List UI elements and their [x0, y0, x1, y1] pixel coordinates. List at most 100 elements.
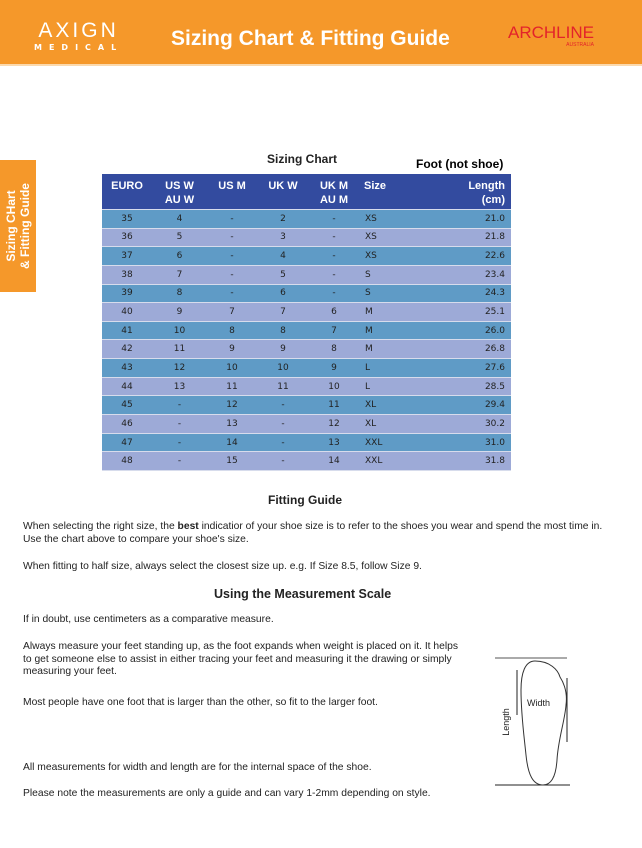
cell-us-w: 4 [176, 213, 183, 224]
cell-us-w: 6 [176, 251, 183, 262]
cell-euro: 46 [121, 418, 133, 429]
cell-us-m: 9 [229, 344, 235, 355]
column-header-uk-m: UK M AU M [309, 179, 359, 207]
cell-us-w: 10 [173, 325, 186, 336]
cell-size: M [365, 344, 373, 355]
header-text: UK W [268, 180, 298, 192]
cell-length: 21.0 [484, 213, 505, 224]
cell-uk-w: 11 [277, 381, 289, 392]
side-tab-line2: & Fitting Guide [18, 183, 32, 269]
table-row: 35 4 - 2 - XS 21.0 [102, 210, 511, 229]
cell-euro: 48 [121, 456, 133, 467]
cell-length: 28.5 [484, 381, 505, 392]
cell-size: L [365, 381, 371, 392]
cell-length: 21.8 [484, 232, 505, 243]
cell-length: 31.8 [484, 456, 505, 467]
cell-uk-w: 8 [280, 325, 286, 336]
header-text: UK M [319, 180, 349, 192]
cell-uk-m: - [332, 269, 336, 280]
cell-euro: 44 [121, 381, 133, 392]
cell-size: XS [365, 251, 377, 262]
cell-us-m: 7 [229, 307, 235, 318]
text: indicatior of your shoe size is to refer… [23, 521, 603, 545]
cell-length: 30.2 [484, 418, 505, 429]
measurement-paragraph-3: Most people have one foot that is larger… [23, 697, 378, 708]
cell-us-m: 8 [229, 325, 235, 336]
cell-uk-m: 14 [328, 456, 340, 467]
measurement-title: Using the Measurement Scale [214, 587, 392, 601]
cell-uk-w: 5 [280, 269, 286, 280]
header-text: US M [218, 180, 246, 192]
side-tab: Sizing CHart & Fitting Guide [0, 160, 36, 292]
cell-us-w: 9 [176, 307, 183, 318]
sizing-table: EURO US W AU W US M UK W UK M AU M Size Length (c… [102, 174, 511, 471]
cell-uk-w: 7 [280, 307, 286, 318]
column-header-us-w: US W AU W [152, 179, 207, 207]
bold-text: best [177, 521, 199, 532]
cell-uk-m: - [332, 213, 336, 224]
cell-us-m: - [230, 269, 234, 280]
measurement-paragraph-2: Always measure your feet standing up, as… [23, 641, 459, 677]
cell-euro: 38 [121, 269, 133, 280]
cell-size: XS [365, 232, 377, 243]
cell-size: XL [365, 400, 377, 411]
cell-euro: 41 [121, 325, 133, 336]
cell-uk-w: - [281, 418, 285, 429]
cell-euro: 40 [121, 307, 133, 318]
cell-size: M [365, 307, 373, 318]
fitting-paragraph-1: When selecting the right size, the best … [23, 521, 613, 561]
cell-uk-m: 9 [331, 362, 337, 373]
cell-uk-w: 4 [280, 251, 286, 262]
cell-us-m: - [230, 288, 234, 299]
foot-measurement-diagram: Width Length [490, 655, 600, 790]
column-header-us-m: US M [207, 179, 257, 193]
foot-note: Foot (not shoe) [416, 157, 504, 171]
cell-euro: 43 [121, 362, 133, 373]
cell-us-m: - [230, 213, 234, 224]
cell-uk-w: 6 [280, 288, 286, 299]
table-row: 41 10 8 8 7 M 26.0 [102, 321, 511, 341]
cell-uk-m: 12 [328, 418, 340, 429]
table-row: 48 - 15 - 14 XXL 31.8 [102, 452, 511, 471]
header-banner: AXIGN MEDICAL Sizing Chart & Fitting Gui… [0, 0, 642, 66]
cell-uk-m: 6 [331, 307, 337, 318]
foot-outline-icon [495, 657, 570, 786]
cell-us-m: 14 [226, 437, 238, 448]
cell-size: XXL [365, 456, 383, 467]
cell-us-m: 11 [226, 381, 238, 392]
table-row: 38 7 - 5 - S 23.4 [102, 265, 511, 285]
cell-length: 22.6 [484, 251, 505, 262]
table-row: 43 12 10 10 9 L 27.6 [102, 359, 511, 378]
logo-subtext: MEDICAL [34, 43, 124, 52]
header-text: Length [468, 180, 505, 192]
logo-text: AXIGN [38, 19, 119, 42]
cell-length: 25.1 [484, 307, 505, 318]
cell-us-m: 13 [226, 418, 238, 429]
cell-uk-w: 9 [280, 344, 286, 355]
cell-length: 27.6 [484, 362, 505, 373]
cell-us-m: 12 [226, 400, 238, 411]
cell-us-m: 10 [226, 362, 238, 373]
header-text: AU M [319, 194, 349, 206]
text: When selecting the right size, the [23, 521, 178, 532]
cell-uk-m: - [332, 251, 336, 262]
guide-text: Fitting Guide When selecting the right s… [23, 493, 613, 801]
cell-uk-w: - [281, 437, 285, 448]
column-header-length: Length (cm) [399, 179, 511, 207]
cell-us-m: - [230, 232, 234, 243]
cell-uk-m: 7 [331, 325, 337, 336]
cell-uk-m: - [332, 232, 336, 243]
cell-uk-w: 10 [277, 362, 289, 373]
cell-euro: 42 [121, 344, 133, 355]
cell-length: 23.4 [484, 269, 505, 280]
fitting-guide-title: Fitting Guide [268, 493, 342, 507]
column-header-size: Size [359, 179, 399, 193]
cell-length: 24.3 [484, 288, 505, 299]
cell-length: 26.0 [484, 325, 505, 336]
cell-length: 26.8 [484, 344, 505, 355]
cell-euro: 37 [121, 251, 133, 262]
cell-uk-w: 3 [280, 232, 286, 243]
table-header: EURO US W AU W US M UK W UK M AU M Size Length (c… [102, 174, 511, 210]
cell-uk-w: - [281, 400, 285, 411]
cell-euro: 47 [121, 437, 133, 448]
